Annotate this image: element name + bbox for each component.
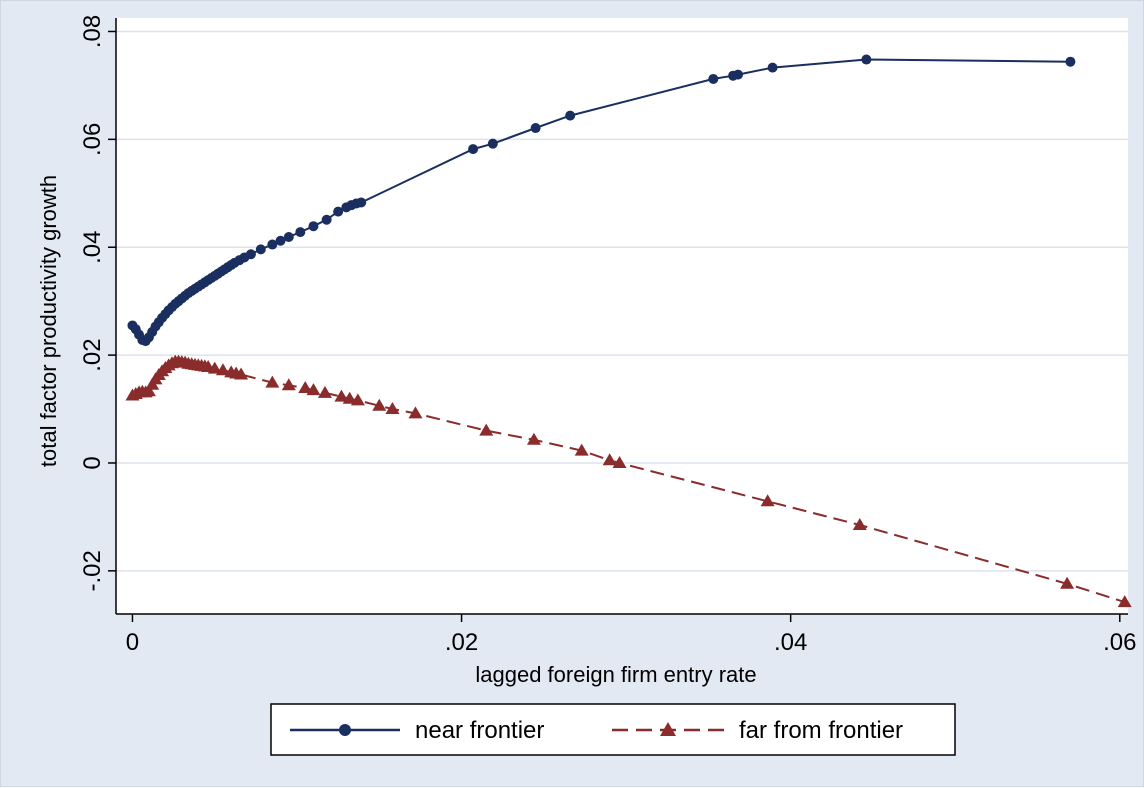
data-point-far-from-frontier [317,385,332,398]
data-point-near-frontier [1065,56,1076,67]
y-tick-label: 0 [79,456,106,469]
plot-area [116,18,1128,614]
data-point-far-from-frontier [207,361,222,374]
x-tick-label: .04 [774,629,807,656]
data-point-far-from-frontier [234,367,249,380]
data-point-near-frontier [333,206,344,217]
legend: near frontier far from frontier [270,703,956,756]
data-point-near-frontier [267,239,278,250]
data-point-far-from-frontier [306,383,321,396]
data-point-near-frontier [255,244,266,255]
y-tick-label: .04 [79,231,106,264]
axes: -.02 0 .02 .04 .06 .08 0 .02 .04 .06 [79,15,1136,656]
data-point-far-from-frontier [350,393,365,406]
data-point-far-from-frontier [479,423,494,436]
data-point-far-from-frontier [281,378,296,391]
x-tick-label: .06 [1103,629,1136,656]
x-tick-label: 0 [126,629,139,656]
data-point-near-frontier [565,110,576,121]
legend-marker-near-frontier [339,724,351,736]
legend-marker-far-from-frontier [660,722,676,736]
data-point-far-from-frontier [574,443,589,456]
data-point-near-frontier [308,221,319,232]
data-point-far-from-frontier [298,381,313,394]
data-point-far-from-frontier [526,432,541,445]
data-point-far-from-frontier [372,398,387,411]
y-tick-label: .02 [79,338,106,371]
data-point-far-from-frontier [852,518,867,531]
data-point-near-frontier [283,231,294,242]
y-tick-label: .06 [79,123,106,156]
legend-label-near-frontier: near frontier [415,717,544,744]
series-layer [125,54,1132,608]
data-point-far-from-frontier [1117,595,1132,608]
data-point-near-frontier [487,138,498,149]
gridlines [116,30,1128,572]
data-point-near-frontier [468,144,479,155]
legend-label-far-from-frontier: far from frontier [739,717,903,744]
data-point-near-frontier [321,214,332,225]
data-point-far-from-frontier [265,375,280,388]
data-point-far-from-frontier [1060,576,1075,589]
data-point-far-from-frontier [385,402,400,415]
data-point-far-from-frontier [215,363,230,376]
data-point-far-from-frontier [760,494,775,507]
y-axis-title: total factor productivity growth [36,175,61,467]
data-point-near-frontier [356,197,367,208]
data-point-far-from-frontier [342,391,357,404]
y-tick-label: -.02 [79,550,106,591]
x-axis-title: lagged foreign firm entry rate [475,662,756,687]
x-tick-label: .02 [445,629,478,656]
data-point-far-from-frontier [141,384,156,397]
data-point-near-frontier [767,62,778,73]
data-point-near-frontier [708,73,719,84]
data-point-near-frontier [275,235,286,246]
data-point-near-frontier [245,249,256,260]
data-point-near-frontier [295,227,306,238]
data-point-far-from-frontier [602,453,617,466]
data-point-far-from-frontier [612,455,627,468]
data-point-near-frontier [530,123,541,134]
data-point-far-from-frontier [408,406,423,419]
data-point-near-frontier [861,54,872,65]
y-tick-label: .08 [79,15,106,48]
data-point-near-frontier [733,69,744,80]
data-point-far-from-frontier [334,389,349,402]
